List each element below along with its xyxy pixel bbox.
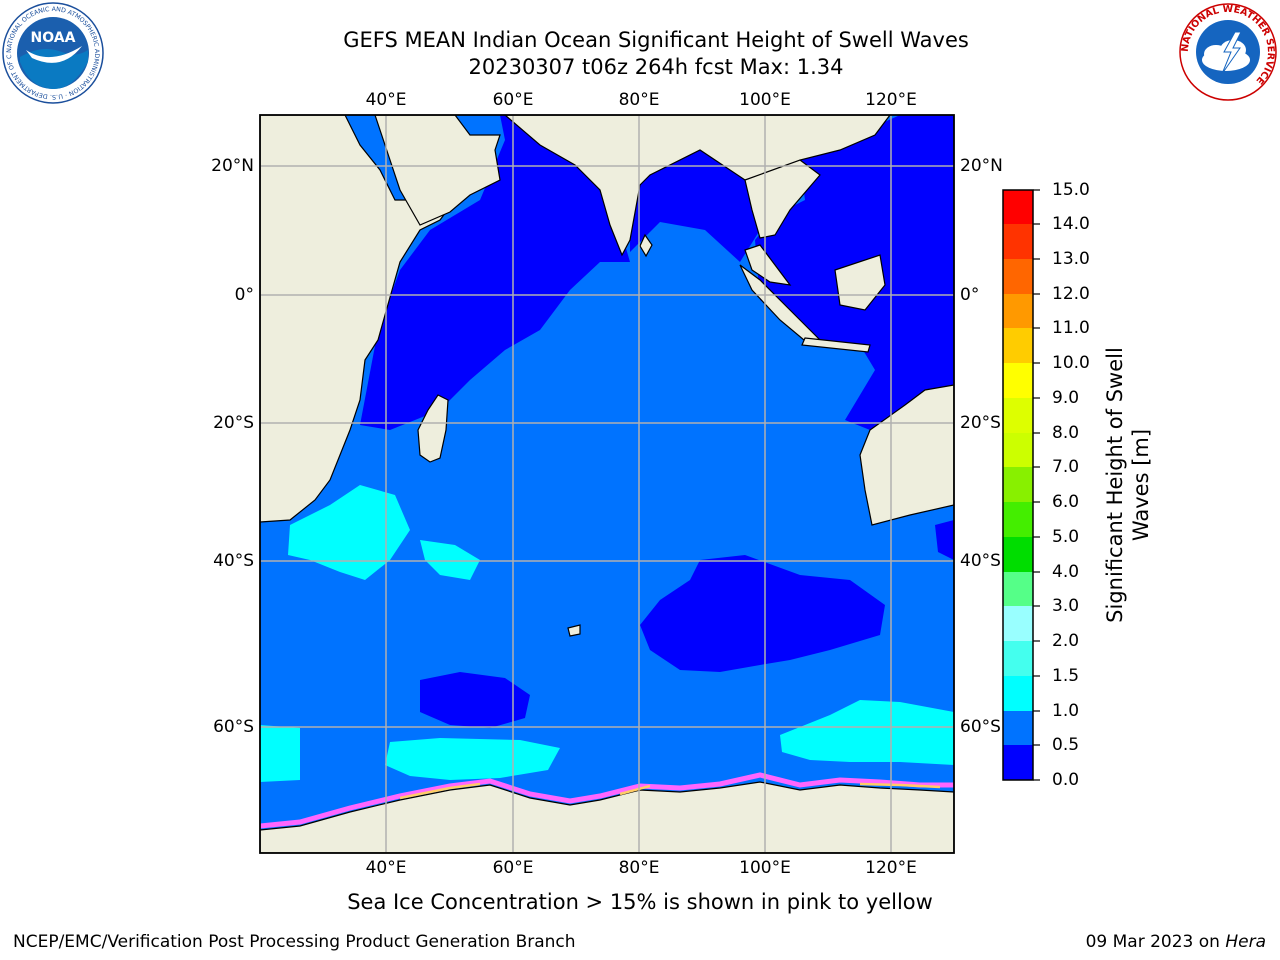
colorbar-tick-label: 9.0 bbox=[1052, 388, 1080, 408]
colorbar-tick-label: 5.0 bbox=[1052, 527, 1080, 547]
colorbar-tick-label: 1.0 bbox=[1052, 701, 1080, 721]
lat-label-left: 60°S bbox=[213, 717, 254, 737]
australia bbox=[859, 384, 954, 526]
lat-label-right: 60°S bbox=[960, 717, 1001, 737]
southern-moderate-swell-west bbox=[260, 725, 300, 782]
sea-ice-edge bbox=[260, 772, 954, 829]
southern-moderate-swell-east bbox=[780, 700, 954, 765]
lat-label-right: 20°N bbox=[960, 156, 1003, 176]
indochina bbox=[744, 159, 821, 239]
borneo bbox=[834, 254, 886, 311]
colorbar-tick-label: 4.0 bbox=[1052, 562, 1080, 582]
southern-moderate-swell-mid bbox=[385, 738, 560, 780]
colorbar-tick-label: 15.0 bbox=[1052, 180, 1090, 200]
map-title: GEFS MEAN Indian Ocean Significant Heigh… bbox=[343, 28, 969, 52]
india-asia bbox=[504, 115, 891, 257]
lon-label-bottom: 100°E bbox=[739, 858, 791, 878]
bay-of-bengal-low-swell bbox=[630, 150, 760, 262]
colorbar-tick-label: 7.0 bbox=[1052, 457, 1080, 477]
lon-label-top: 120°E bbox=[865, 90, 917, 110]
sri-lanka bbox=[639, 233, 653, 258]
arabia bbox=[374, 115, 501, 226]
malay-peninsula bbox=[744, 244, 792, 286]
colorbar-tick-label: 6.0 bbox=[1052, 492, 1080, 512]
colorbar-tick-label: 10.0 bbox=[1052, 353, 1090, 373]
lat-label-left: 20°S bbox=[213, 413, 254, 433]
nws-logo: NATIONAL WEATHER SERVICE bbox=[1179, 3, 1277, 101]
colorbar-tick-label: 0.5 bbox=[1052, 735, 1080, 755]
southern-low-swell-c bbox=[935, 520, 954, 560]
africa bbox=[260, 115, 457, 523]
lon-label-top: 40°E bbox=[365, 90, 407, 110]
lon-label-top: 80°E bbox=[618, 90, 660, 110]
lat-label-left: 40°S bbox=[213, 551, 254, 571]
colorbar-title: Significant Height of Swell Waves [m] bbox=[1103, 347, 1153, 623]
antarctica bbox=[260, 781, 954, 853]
noaa-logo: NOAA NATIONAL OCEANIC AND ATMOSPHERIC AD… bbox=[2, 2, 104, 104]
colorbar-tick-label: 12.0 bbox=[1052, 284, 1090, 304]
madagascar bbox=[417, 394, 449, 463]
run-date: 09 Mar 2023 on bbox=[1085, 932, 1226, 952]
colorbar-tick-label: 8.0 bbox=[1052, 423, 1080, 443]
colorbar-tick-label: 2.0 bbox=[1052, 631, 1080, 651]
southern-low-swell-a bbox=[640, 555, 885, 672]
lon-label-bottom: 60°E bbox=[492, 858, 534, 878]
lon-label-top: 60°E bbox=[492, 90, 534, 110]
lon-label-top: 100°E bbox=[739, 90, 791, 110]
sea-ice-inner bbox=[399, 782, 941, 800]
lon-label-bottom: 80°E bbox=[618, 858, 660, 878]
colorbar-tick-label: 13.0 bbox=[1052, 249, 1090, 269]
southwest-moderate-swell-b bbox=[420, 540, 480, 580]
colorbar-tick-label: 0.0 bbox=[1052, 770, 1080, 790]
colorbar-tick-label: 3.0 bbox=[1052, 596, 1080, 616]
southwest-moderate-swell bbox=[288, 485, 410, 580]
southern-low-swell-b bbox=[420, 672, 530, 728]
map-subtitle: 20230307 t06z 264h fcst Max: 1.34 bbox=[468, 55, 844, 79]
graticule bbox=[260, 115, 954, 853]
lat-label-right: 0° bbox=[960, 285, 980, 305]
lon-label-bottom: 40°E bbox=[365, 858, 407, 878]
lat-label-left: 20°N bbox=[211, 156, 254, 176]
kerguelen-island bbox=[567, 624, 581, 637]
host-name: Hera bbox=[1225, 932, 1266, 952]
colorbar-tick-label: 14.0 bbox=[1052, 214, 1090, 234]
colorbar bbox=[1002, 189, 1040, 781]
run-date-credit: 09 Mar 2023 on Hera bbox=[1086, 932, 1266, 952]
land-masses bbox=[260, 115, 954, 853]
java bbox=[801, 337, 871, 353]
lat-label-right: 20°S bbox=[960, 413, 1001, 433]
sea-ice-note: Sea Ice Concentration > 15% is shown in … bbox=[347, 890, 933, 914]
map-frame bbox=[259, 114, 955, 854]
colorbar-tick-label: 1.5 bbox=[1052, 666, 1080, 686]
svg-text:NOAA: NOAA bbox=[31, 30, 76, 46]
producer-credit: NCEP/EMC/Verification Post Processing Pr… bbox=[13, 932, 576, 952]
lat-label-left: 0° bbox=[234, 285, 254, 305]
lon-label-bottom: 120°E bbox=[865, 858, 917, 878]
colorbar-tick-label: 11.0 bbox=[1052, 318, 1090, 338]
lat-label-right: 40°S bbox=[960, 551, 1001, 571]
arabian-sea-low-swell bbox=[360, 115, 630, 430]
